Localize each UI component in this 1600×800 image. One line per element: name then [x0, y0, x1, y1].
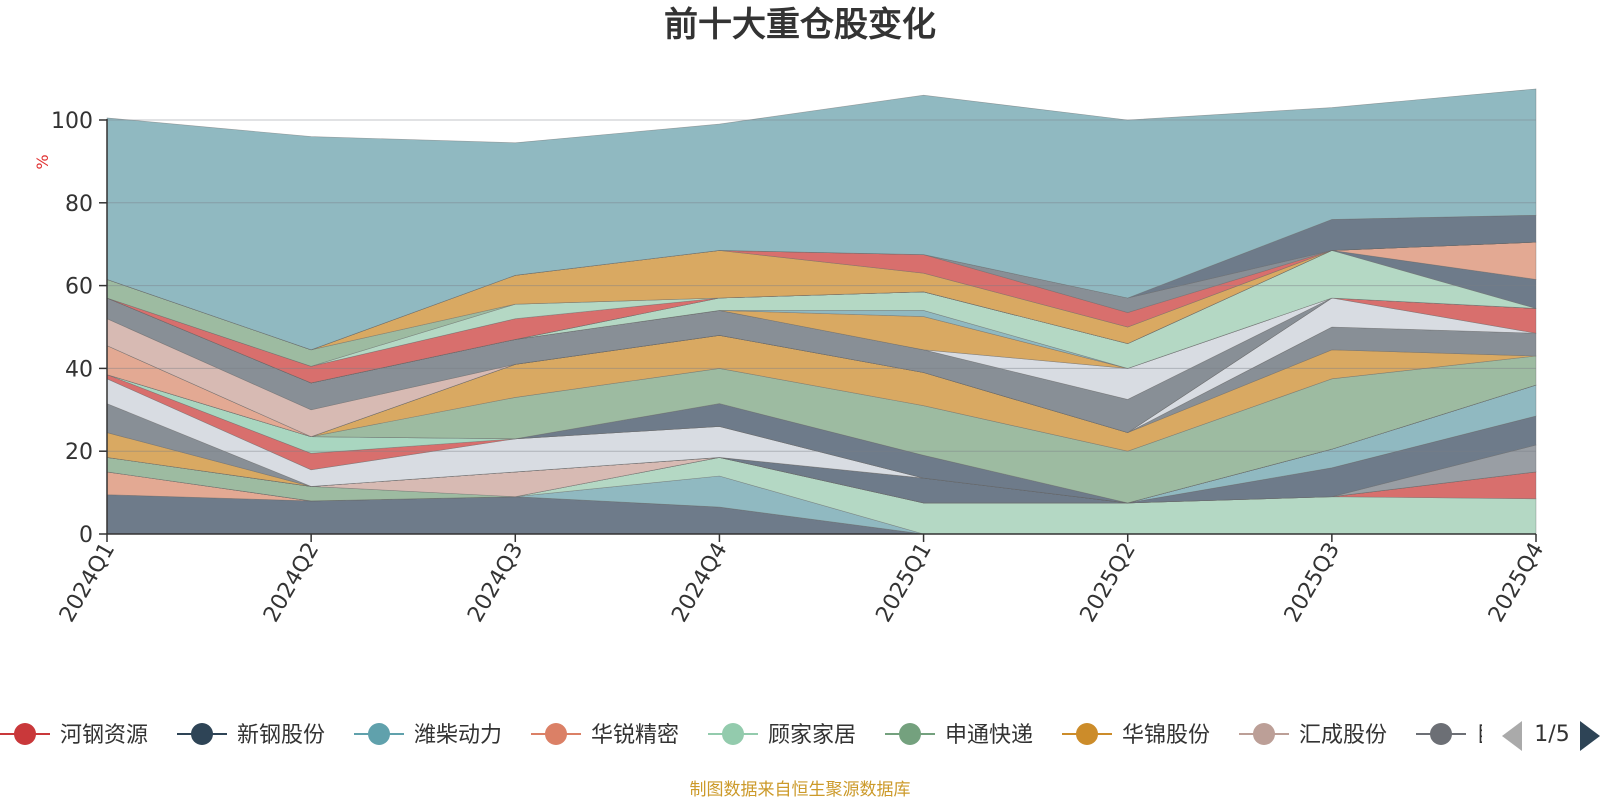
legend-item-8[interactable]: 汇成股份 [1239, 723, 1387, 748]
x-tick-label-2024Q4: 2024Q4 [667, 539, 732, 627]
legend-prev-arrow-icon[interactable] [1502, 721, 1522, 751]
y-tick-label-40: 40 [65, 357, 93, 382]
legend-label-3: 潍柴动力 [414, 723, 502, 748]
x-tick-label-2025Q4: 2025Q4 [1484, 539, 1549, 627]
y-axis-unit: % [33, 154, 52, 169]
y-tick-label-0: 0 [79, 523, 93, 548]
legend-next-arrow-icon[interactable] [1580, 721, 1600, 751]
legend-label-9: 巨 [1476, 723, 1498, 748]
legend-item-7[interactable]: 华锦股份 [1062, 723, 1210, 748]
chart-title: 前十大重仓股变化 [664, 5, 936, 45]
x-tick-label-2025Q3: 2025Q3 [1280, 539, 1345, 627]
area-series-group [106, 88, 1537, 535]
x-tick-label-2024Q3: 2024Q3 [463, 539, 528, 627]
legend-marker-5 [722, 723, 744, 745]
legend-marker-3 [368, 723, 390, 745]
legend-item-6[interactable]: 申通快递 [885, 723, 1033, 748]
legend-label-8: 汇成股份 [1299, 723, 1387, 748]
x-tick-label-2025Q2: 2025Q2 [1076, 539, 1141, 627]
y-tick-label-20: 20 [65, 440, 93, 465]
legend-marker-1 [14, 723, 36, 745]
legend-marker-9 [1430, 723, 1452, 745]
legend-label-5: 顾家家居 [768, 723, 856, 748]
area-series-38 [106, 88, 1537, 351]
legend: 河钢资源 新钢股份 潍柴动力 华锐精密 顾家家居 申通快递 华锦股份 汇成股份 巨 [0, 723, 1498, 748]
y-tick-label-60: 60 [65, 275, 93, 300]
legend-label-1: 河钢资源 [60, 723, 148, 748]
y-tick-label-80: 80 [65, 192, 93, 217]
legend-item-3[interactable]: 潍柴动力 [354, 723, 502, 748]
legend-marker-4 [545, 723, 567, 745]
legend-item-2[interactable]: 新钢股份 [177, 723, 325, 748]
legend-marker-8 [1253, 723, 1275, 745]
legend-item-4[interactable]: 华锐精密 [531, 723, 679, 748]
legend-page-indicator: 1/5 [1534, 722, 1569, 747]
x-tick-label-2025Q1: 2025Q1 [871, 539, 936, 627]
legend-marker-2 [191, 723, 213, 745]
legend-label-2: 新钢股份 [237, 723, 325, 748]
legend-label-7: 华锦股份 [1122, 723, 1210, 748]
legend-items: 河钢资源 新钢股份 潍柴动力 华锐精密 顾家家居 申通快递 华锦股份 汇成股份 巨 [0, 723, 1498, 748]
source-note: 制图数据来自恒生聚源数据库 [690, 780, 911, 800]
x-tick-label-2024Q2: 2024Q2 [259, 539, 324, 627]
y-tick-label-100: 100 [51, 109, 93, 134]
legend-item-9[interactable]: 巨 [1416, 723, 1498, 748]
legend-pager: 1/5 [1502, 721, 1600, 751]
legend-item-5[interactable]: 顾家家居 [708, 723, 856, 748]
legend-item-1[interactable]: 河钢资源 [0, 723, 148, 748]
legend-marker-7 [1076, 723, 1098, 745]
grid-lines [107, 119, 1536, 452]
legend-label-6: 申通快递 [945, 723, 1033, 748]
legend-label-4: 华锐精密 [591, 723, 679, 748]
x-tick-label-2024Q1: 2024Q1 [55, 539, 120, 627]
legend-marker-6 [899, 723, 921, 745]
